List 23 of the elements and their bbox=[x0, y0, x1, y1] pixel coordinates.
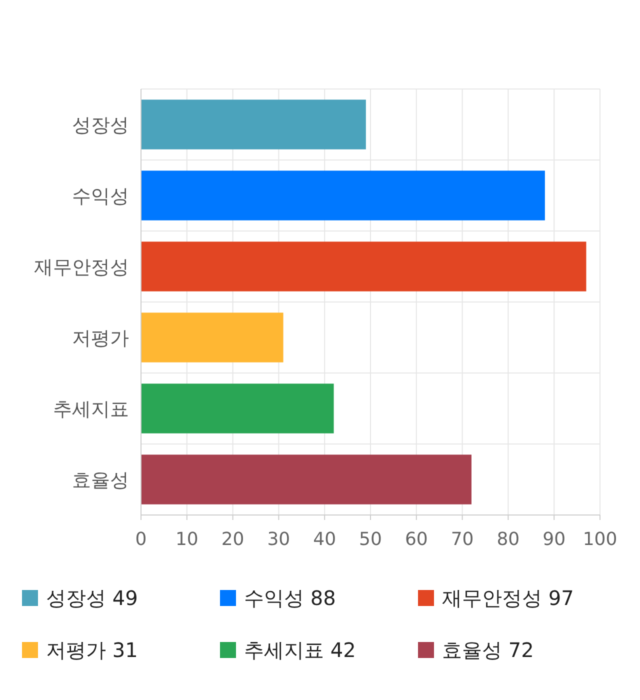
legend-label: 성장성 49 bbox=[46, 586, 138, 610]
x-tick-label: 20 bbox=[221, 529, 244, 550]
y-tick-label: 성장성 bbox=[72, 114, 129, 136]
y-tick-label: 수익성 bbox=[72, 186, 129, 208]
legend-label: 재무안정성 97 bbox=[442, 586, 574, 610]
legend-label: 저평가 31 bbox=[46, 638, 138, 662]
legend-label: 추세지표 42 bbox=[244, 638, 356, 662]
x-tick-label: 70 bbox=[450, 529, 474, 550]
x-tick-label: 10 bbox=[175, 529, 198, 550]
x-tick-label: 30 bbox=[267, 529, 290, 550]
y-tick-label: 저평가 bbox=[72, 328, 129, 350]
y-tick-label: 재무안정성 bbox=[34, 256, 129, 278]
y-tick-label: 효율성 bbox=[72, 470, 129, 492]
y-tick-label: 추세지표 bbox=[53, 398, 129, 420]
x-tick-label: 80 bbox=[496, 529, 520, 550]
x-tick-label: 60 bbox=[404, 529, 428, 550]
legend-label: 효율성 72 bbox=[442, 638, 534, 662]
x-tick-label: 90 bbox=[542, 529, 566, 550]
x-tick-label: 0 bbox=[135, 529, 147, 550]
x-tick-label: 100 bbox=[582, 529, 618, 550]
x-tick-label: 40 bbox=[313, 529, 336, 550]
x-tick-label: 50 bbox=[359, 529, 382, 550]
legend-label: 수익성 88 bbox=[244, 586, 336, 610]
